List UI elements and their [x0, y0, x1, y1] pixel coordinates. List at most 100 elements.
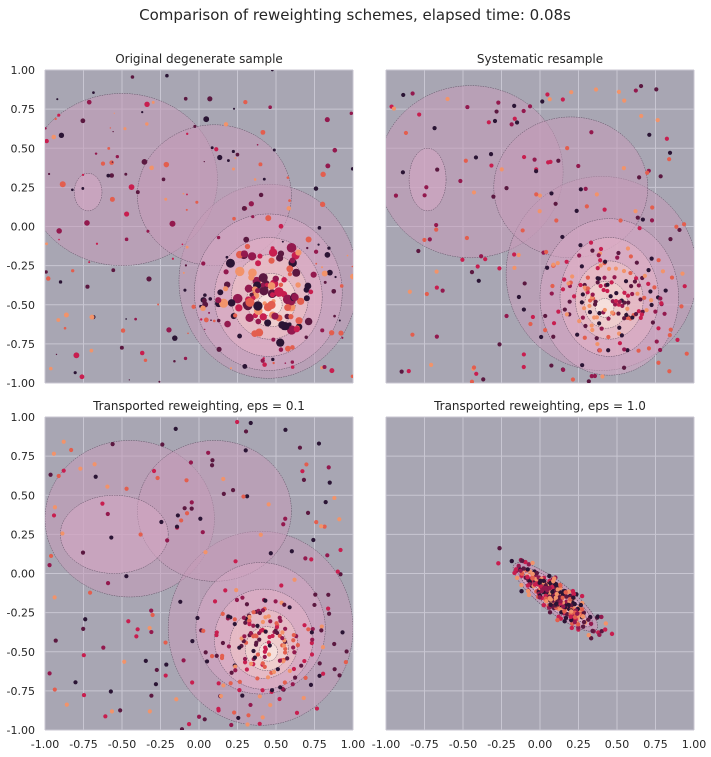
data-point	[550, 589, 555, 595]
data-point	[572, 614, 578, 620]
data-point	[255, 318, 262, 325]
data-point	[586, 617, 591, 622]
data-point	[173, 359, 176, 363]
data-point	[221, 683, 226, 688]
data-point	[602, 307, 607, 313]
y-tick-label: -0.25	[7, 260, 35, 273]
data-point	[190, 680, 195, 685]
data-point	[216, 708, 221, 713]
data-point	[241, 615, 246, 620]
data-point	[111, 268, 116, 273]
data-point	[184, 264, 188, 267]
data-point	[406, 369, 411, 374]
data-point	[228, 681, 233, 686]
data-point	[322, 524, 327, 529]
data-point	[255, 288, 261, 294]
data-point	[589, 323, 594, 328]
figure-title: Comparison of reweighting schemes, elaps…	[139, 6, 571, 24]
data-point	[80, 118, 86, 124]
data-point	[640, 217, 645, 222]
data-point	[533, 169, 539, 174]
data-point	[595, 266, 600, 271]
data-point	[568, 614, 573, 619]
data-point	[569, 609, 574, 614]
data-point	[280, 630, 285, 635]
data-point	[597, 311, 602, 316]
data-point	[263, 598, 268, 603]
data-point	[667, 332, 672, 338]
data-point	[200, 305, 206, 312]
data-point	[410, 91, 415, 96]
data-point	[639, 312, 644, 317]
data-point	[548, 602, 553, 607]
data-point	[304, 282, 312, 290]
data-point	[69, 447, 74, 453]
data-point	[268, 702, 273, 708]
data-point	[460, 257, 465, 262]
data-point	[597, 632, 602, 638]
data-point	[555, 261, 560, 266]
data-point	[223, 588, 228, 593]
data-point	[286, 206, 292, 211]
data-point	[593, 299, 598, 304]
data-point	[302, 623, 307, 628]
data-point	[81, 653, 86, 658]
data-point	[554, 601, 559, 606]
data-point	[141, 111, 144, 114]
data-point	[496, 561, 501, 566]
data-point	[242, 634, 247, 639]
data-point	[606, 266, 612, 271]
data-point	[73, 352, 80, 359]
data-point	[283, 516, 288, 521]
data-point	[105, 511, 110, 517]
data-point	[565, 145, 570, 151]
data-point	[186, 722, 192, 727]
data-point	[341, 336, 344, 339]
data-point	[594, 315, 599, 320]
data-point	[668, 327, 673, 332]
data-point	[518, 568, 523, 573]
data-point	[249, 661, 254, 666]
data-point	[649, 298, 654, 303]
data-point	[314, 706, 320, 711]
data-point	[520, 228, 525, 233]
data-point	[588, 636, 594, 641]
data-point	[297, 297, 305, 305]
data-point	[638, 297, 643, 302]
data-point	[149, 608, 154, 613]
data-point	[560, 595, 565, 601]
data-point	[45, 138, 49, 144]
data-point	[81, 692, 87, 698]
data-point	[243, 100, 248, 105]
data-point	[161, 177, 166, 182]
data-point	[562, 609, 567, 614]
data-point	[684, 351, 689, 356]
data-point	[598, 258, 603, 263]
data-point	[579, 593, 585, 599]
data-point	[551, 321, 557, 326]
data-point	[532, 582, 538, 587]
data-point	[248, 274, 255, 281]
data-point	[540, 99, 545, 104]
data-point	[262, 649, 267, 654]
data-point	[143, 658, 148, 663]
y-tick-label: -0.50	[7, 646, 35, 659]
data-point	[291, 666, 297, 672]
data-point	[186, 132, 189, 136]
data-point	[309, 557, 314, 562]
data-point	[432, 126, 437, 131]
data-point	[52, 687, 57, 692]
data-point	[203, 550, 208, 555]
data-point	[247, 618, 252, 623]
data-point	[203, 116, 210, 123]
data-point	[617, 325, 622, 330]
data-point	[243, 236, 250, 243]
data-point	[58, 238, 60, 241]
data-point	[680, 271, 685, 276]
data-point	[130, 75, 135, 79]
data-point	[109, 196, 115, 202]
data-point	[210, 458, 215, 463]
data-point	[259, 286, 269, 296]
data-point	[642, 295, 647, 300]
data-point	[667, 150, 673, 155]
